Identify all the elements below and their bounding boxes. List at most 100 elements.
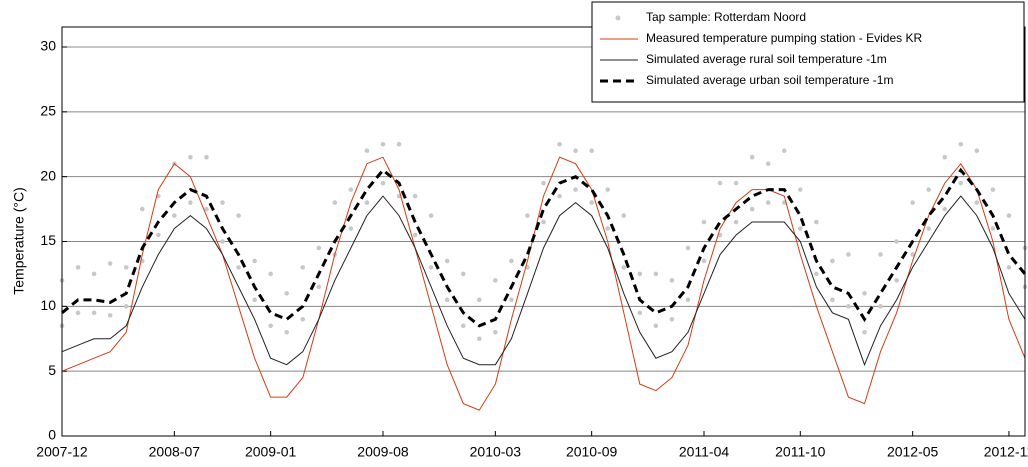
y-tick-label: 15 <box>40 232 56 248</box>
data-point <box>428 213 434 218</box>
data-point <box>316 245 322 251</box>
data-point <box>477 336 482 342</box>
data-point <box>236 265 241 270</box>
y-tick-label: 25 <box>40 103 56 119</box>
data-point <box>1006 265 1012 270</box>
data-point <box>894 278 899 283</box>
x-tick-label: 2009-08 <box>357 444 409 460</box>
data-point <box>252 297 257 303</box>
data-point <box>942 206 948 212</box>
legend: Tap sample: Rotterdam Noord Measured temp… <box>591 1 1025 103</box>
data-point <box>894 239 899 244</box>
data-point <box>765 161 771 166</box>
data-point <box>637 271 643 277</box>
data-point <box>188 200 193 205</box>
data-point <box>958 141 964 147</box>
x-tick-label: 2008-07 <box>149 444 201 460</box>
data-point <box>733 219 739 225</box>
data-point <box>1006 213 1012 218</box>
legend-label: Tap sample: Rotterdam Noord <box>646 10 806 24</box>
data-point <box>493 278 498 283</box>
data-point <box>236 213 241 218</box>
data-point <box>444 297 450 303</box>
x-tick-label: 2011-04 <box>679 444 730 460</box>
data-point <box>541 219 546 225</box>
data-point <box>653 323 659 329</box>
data-point <box>123 265 129 270</box>
x-tick-label: 2010-03 <box>470 444 522 460</box>
data-point <box>75 310 81 316</box>
data-point <box>814 271 819 277</box>
data-point <box>846 304 851 309</box>
data-point <box>557 193 562 199</box>
legend-label: Simulated average urban soil temperature… <box>646 73 893 87</box>
data-point <box>605 226 610 231</box>
x-tick-label: 2007-12 <box>36 444 88 460</box>
data-point <box>396 141 402 147</box>
data-point <box>605 187 610 192</box>
data-point <box>733 180 739 186</box>
data-point <box>926 187 931 192</box>
data-point <box>509 258 514 264</box>
data-point <box>172 213 177 218</box>
data-point <box>316 284 322 290</box>
data-point <box>765 200 771 205</box>
data-point <box>701 258 707 264</box>
data-point <box>910 200 915 205</box>
data-point <box>798 187 803 192</box>
data-point <box>830 258 835 264</box>
plot-frame <box>61 26 1026 437</box>
legend-box <box>591 1 1025 103</box>
data-point <box>717 180 723 186</box>
data-point <box>749 206 755 212</box>
legend-marker <box>615 15 621 21</box>
data-point <box>589 148 594 154</box>
data-point <box>621 265 627 270</box>
data-point <box>428 265 434 270</box>
data-point <box>669 317 675 322</box>
data-point <box>589 200 594 205</box>
data-point <box>460 323 466 329</box>
data-point <box>188 154 193 160</box>
data-point <box>460 271 466 277</box>
data-point <box>685 245 691 251</box>
data-point <box>364 200 370 205</box>
data-point <box>669 278 675 283</box>
data-point <box>220 239 225 244</box>
data-point <box>380 141 386 147</box>
data-point <box>846 252 851 257</box>
data-point <box>830 297 835 303</box>
data-point <box>477 297 482 303</box>
y-tick-label: 30 <box>40 38 56 54</box>
data-point <box>525 213 530 218</box>
data-point <box>573 187 578 192</box>
data-point <box>910 252 915 257</box>
data-point <box>412 232 418 238</box>
data-point <box>557 141 562 147</box>
data-point <box>926 226 931 231</box>
data-point <box>749 154 755 160</box>
data-point <box>493 329 498 335</box>
data-point <box>300 265 306 270</box>
data-point <box>573 148 578 154</box>
y-tick-label: 0 <box>48 427 56 443</box>
data-point <box>878 304 883 309</box>
data-point <box>107 313 113 318</box>
x-tick-label: 2012-11 <box>984 444 1028 460</box>
x-tick-label: 2011-10 <box>775 444 826 460</box>
y-tick-label: 5 <box>48 362 56 378</box>
data-point <box>332 200 338 205</box>
data-point <box>252 258 257 264</box>
data-point <box>75 265 81 270</box>
data-point <box>91 310 97 316</box>
data-point <box>974 200 980 205</box>
data-point <box>974 148 980 154</box>
y-tick-label: 10 <box>40 297 56 313</box>
x-tick-label: 2010-09 <box>566 444 618 460</box>
data-point <box>364 148 370 154</box>
legend-label: Simulated average rural soil temperature… <box>646 52 887 66</box>
data-point <box>509 297 514 303</box>
data-point <box>798 226 803 231</box>
data-point <box>862 291 867 296</box>
data-point <box>990 187 996 192</box>
